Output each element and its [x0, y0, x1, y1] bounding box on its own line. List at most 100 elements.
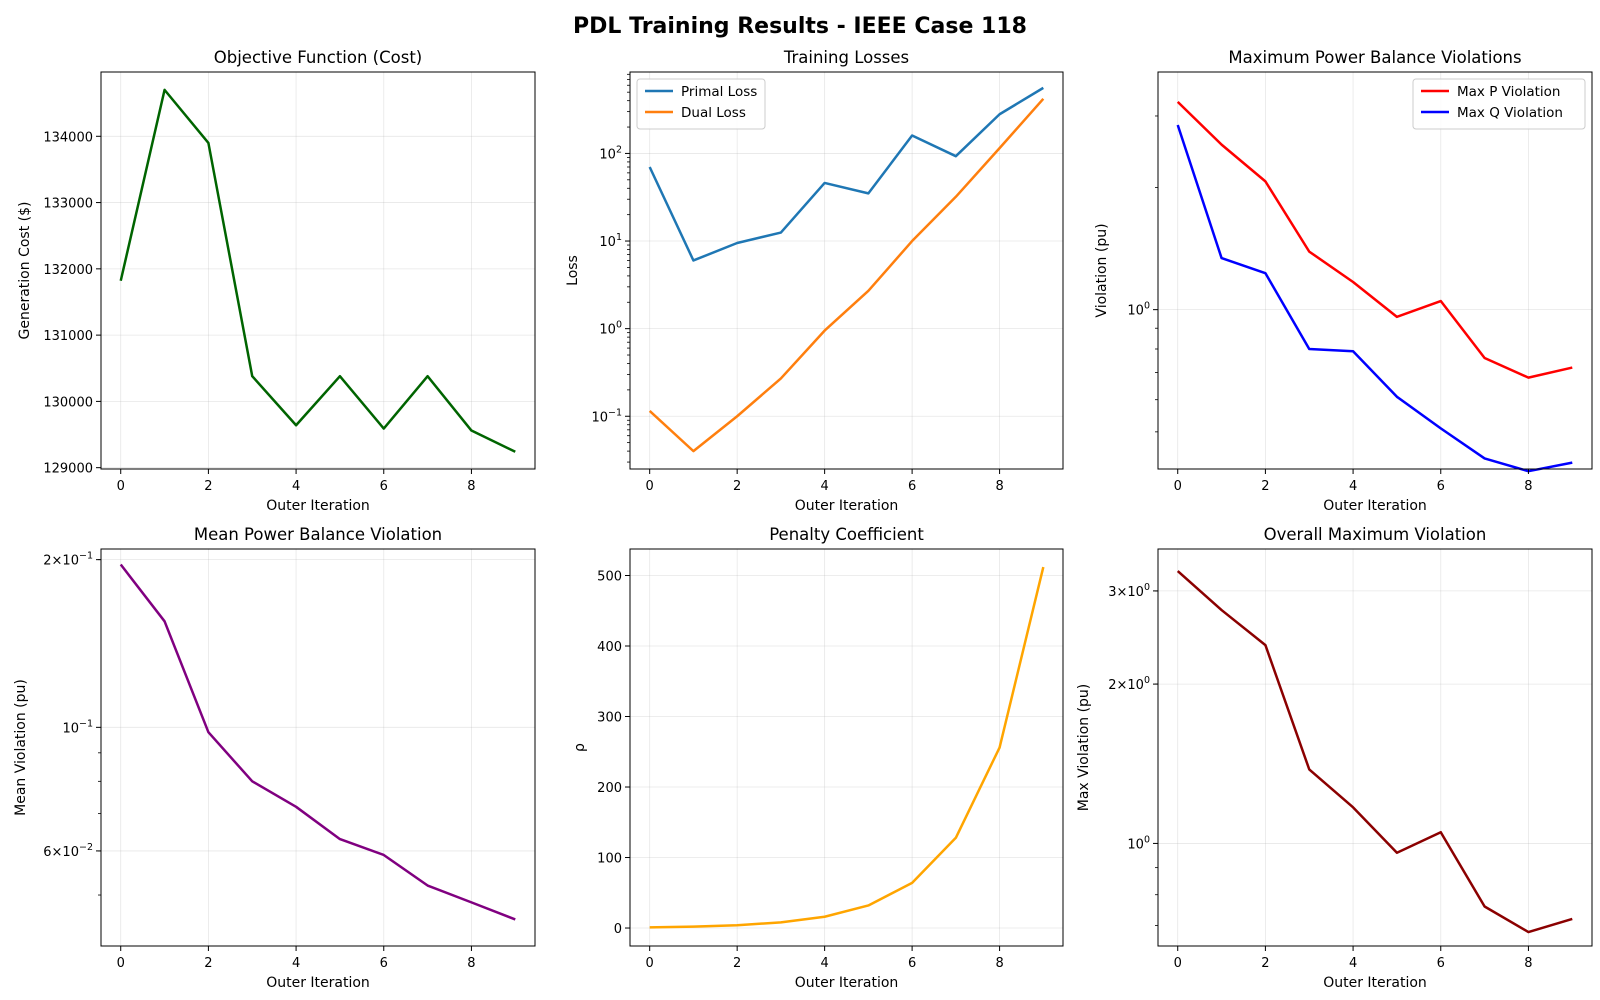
y-tick-label: 133000 — [43, 197, 93, 212]
x-tick-label: 8 — [995, 956, 1003, 971]
x-tick-label: 2 — [1261, 479, 1269, 494]
y-axis-label: Violation (pu) — [1094, 223, 1110, 317]
x-tick-label: 4 — [820, 479, 828, 494]
y-tick-label: 134000 — [43, 130, 93, 145]
y-tick-exponent: 0 — [1144, 675, 1150, 686]
x-tick-label: 6 — [1437, 479, 1445, 494]
y-tick-label: 500 — [597, 570, 622, 585]
y-tick-label: 6×10−2 — [43, 842, 93, 860]
subplot-title: Maximum Power Balance Violations — [1228, 48, 1521, 67]
y-tick-base: 10 — [599, 323, 616, 338]
subplot-rho: 0 2 4 6 8 0 100 200 300 400 500 Penalty Coefficient… — [572, 525, 1064, 991]
y-tick-base: 6×10 — [43, 845, 79, 860]
x-tick-label: 6 — [908, 956, 916, 971]
subplot-title: Objective Function (Cost) — [214, 48, 422, 67]
y-tick-label: 102 — [599, 144, 622, 162]
y-tick-base: 3×10 — [1108, 585, 1144, 600]
y-tick-base: 2×10 — [1108, 678, 1144, 693]
x-tick-label: 8 — [995, 479, 1003, 494]
y-tick-label: 100 — [1127, 834, 1150, 852]
y-axis-label: Generation Cost ($) — [17, 202, 33, 340]
y-tick-exponent: −1 — [79, 718, 93, 729]
y-tick-label: 100 — [597, 852, 622, 867]
y-tick-exponent: −1 — [79, 551, 93, 562]
series-line-dual-loss — [648, 97, 1045, 453]
y-tick-label: 2×100 — [1108, 675, 1150, 693]
x-tick-label: 4 — [292, 479, 300, 494]
x-tick-label: 6 — [380, 479, 388, 494]
x-tick-label: 2 — [733, 956, 741, 971]
series-line-meanviol — [119, 563, 516, 921]
subplot-title: Overall Maximum Violation — [1264, 525, 1487, 544]
legend-box — [1412, 78, 1586, 130]
x-axis-label: Outer Iteration — [266, 498, 370, 514]
series-line-primal-loss — [648, 86, 1044, 262]
axes-frame — [100, 71, 536, 470]
x-tick-label: 2 — [733, 479, 741, 494]
x-axis-label: Outer Iteration — [795, 498, 899, 514]
y-tick-label: 100 — [1127, 301, 1150, 319]
legend-entry: Max Q Violation — [1457, 105, 1563, 121]
y-tick-label: 0 — [614, 922, 622, 937]
y-tick-exponent: 0 — [1144, 582, 1150, 593]
series-line-rho — [649, 566, 1045, 929]
x-tick-label: 0 — [117, 479, 125, 494]
legend: Max P Violation Max Q Violation — [1412, 78, 1586, 130]
y-tick-label: 132000 — [43, 263, 93, 278]
axes-frame — [1157, 548, 1593, 947]
x-axis-label: Outer Iteration — [795, 975, 899, 991]
y-tick-label: 400 — [597, 640, 622, 655]
x-tick-label: 0 — [1174, 956, 1182, 971]
x-tick-label: 0 — [117, 956, 125, 971]
legend-entry: Max P Violation — [1457, 84, 1560, 100]
y-tick-label: 300 — [597, 711, 622, 726]
y-tick-exponent: 0 — [616, 320, 622, 331]
x-tick-label: 4 — [1349, 479, 1357, 494]
y-tick-label: 100 — [599, 320, 622, 338]
y-tick-exponent: 1 — [616, 232, 622, 243]
y-tick-base: 10 — [62, 721, 79, 736]
series-line-overall — [1176, 570, 1573, 934]
x-tick-label: 2 — [1261, 956, 1269, 971]
y-tick-label: 131000 — [43, 329, 93, 344]
x-axis-label: Outer Iteration — [266, 975, 370, 991]
subplot-maxviol: 0 2 4 6 8 100 Maximum Power Balance Violations… — [1094, 48, 1593, 514]
y-axis-label: Mean Violation (pu) — [13, 679, 29, 816]
figure-title: PDL Training Results - IEEE Case 118 — [573, 14, 1027, 39]
y-tick-base: 10 — [591, 410, 608, 425]
x-tick-label: 8 — [467, 956, 475, 971]
axes-frame — [629, 71, 1064, 470]
x-tick-label: 6 — [1437, 956, 1445, 971]
series-line-max-q-violation — [1176, 124, 1573, 473]
x-tick-label: 8 — [1524, 956, 1532, 971]
y-axis-label: ρ — [572, 743, 588, 752]
x-tick-label: 2 — [204, 479, 212, 494]
subplot-title: Penalty Coefficient — [769, 525, 924, 544]
y-tick-label: 200 — [597, 781, 622, 796]
y-tick-base: 10 — [1127, 837, 1144, 852]
x-tick-label: 6 — [380, 956, 388, 971]
y-tick-label: 10−1 — [62, 718, 93, 736]
legend: Primal Loss Dual Loss — [636, 78, 766, 130]
y-tick-base: 10 — [599, 147, 616, 162]
y-tick-exponent: 0 — [1144, 834, 1150, 845]
y-tick-label: 3×100 — [1108, 582, 1150, 600]
x-tick-label: 0 — [646, 479, 654, 494]
subplot-title: Mean Power Balance Violation — [194, 525, 442, 544]
subplot-cost: 0 2 4 6 8 129000 130000 131000 132000 133000 13400… — [17, 48, 536, 514]
y-tick-label: 101 — [599, 232, 622, 250]
x-tick-label: 4 — [1349, 956, 1357, 971]
y-tick-label: 130000 — [43, 395, 93, 410]
y-axis-label: Max Violation (pu) — [1076, 684, 1092, 812]
y-tick-base: 10 — [599, 235, 616, 250]
x-tick-label: 8 — [1524, 479, 1532, 494]
x-tick-label: 6 — [908, 479, 916, 494]
x-tick-label: 0 — [1174, 479, 1182, 494]
axes-frame — [1157, 71, 1593, 470]
x-axis-label: Outer Iteration — [1323, 498, 1427, 514]
y-tick-exponent: 2 — [616, 144, 622, 155]
